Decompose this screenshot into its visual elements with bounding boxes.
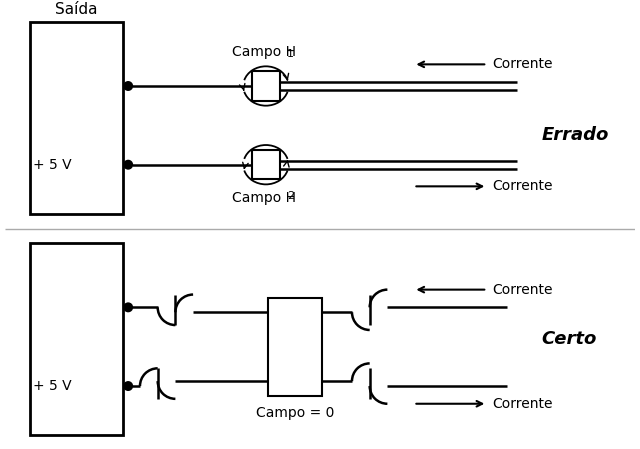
Text: Errado: Errado bbox=[541, 126, 609, 144]
Text: Campo H: Campo H bbox=[232, 191, 296, 205]
Text: Corrente: Corrente bbox=[492, 397, 553, 411]
Bar bbox=[30, 22, 124, 214]
Text: + 5 V: + 5 V bbox=[33, 379, 72, 393]
Circle shape bbox=[124, 382, 132, 390]
Text: 2: 2 bbox=[287, 191, 294, 201]
Text: Campo H: Campo H bbox=[232, 45, 296, 59]
Text: Campo = 0: Campo = 0 bbox=[256, 406, 335, 420]
Bar bbox=[252, 150, 280, 180]
Bar bbox=[268, 298, 323, 396]
Text: Corrente: Corrente bbox=[492, 179, 553, 194]
Text: + 5 V: + 5 V bbox=[33, 158, 72, 172]
Text: Certo: Certo bbox=[541, 330, 596, 348]
Text: Saída: Saída bbox=[55, 2, 98, 17]
Text: Corrente: Corrente bbox=[492, 57, 553, 71]
Text: Corrente: Corrente bbox=[492, 282, 553, 297]
Circle shape bbox=[124, 161, 132, 169]
Text: 1: 1 bbox=[287, 49, 294, 59]
Bar bbox=[252, 71, 280, 101]
Circle shape bbox=[124, 304, 132, 311]
Circle shape bbox=[124, 82, 132, 90]
Bar bbox=[30, 243, 124, 435]
